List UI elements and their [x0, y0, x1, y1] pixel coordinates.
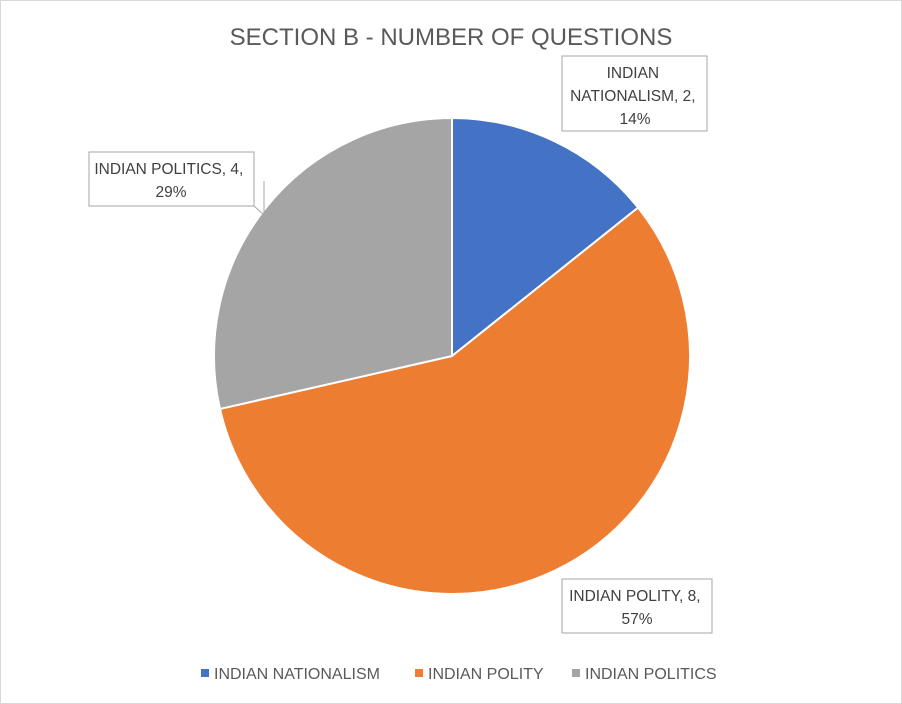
data-label-text-indian-polity: INDIAN POLITY, 8, 57%: [569, 588, 705, 628]
data-label-indian-politics: INDIAN POLITICS, 4, 29%: [88, 151, 265, 217]
data-label-text-indian-nationalism: INDIAN NATIONALISM, 2, 14%: [570, 65, 700, 128]
legend-label-indian-nationalism: INDIAN NATIONALISM: [214, 666, 380, 683]
legend-label-indian-polity: INDIAN POLITY: [428, 666, 544, 683]
data-label-line: INDIAN: [607, 65, 660, 82]
data-label-line: 57%: [621, 611, 652, 628]
data-label-indian-nationalism: INDIAN NATIONALISM, 2, 14%: [561, 55, 708, 132]
data-label-line: 14%: [619, 111, 650, 128]
pie-slices: [213, 116, 691, 595]
legend-swatch-indian-politics: [572, 669, 580, 677]
legend-swatch-indian-polity: [415, 669, 423, 677]
pie-slice-indian-nationalism: [451, 116, 640, 359]
data-label-text-indian-politics: INDIAN POLITICS, 4, 29%: [94, 161, 247, 201]
data-label-line: INDIAN POLITY, 8,: [569, 588, 701, 605]
leader-line-indian-politics: [253, 181, 265, 217]
legend: INDIAN NATIONALISM INDIAN POLITY INDIAN …: [201, 666, 717, 683]
data-label-indian-polity: INDIAN POLITY, 8, 57%: [561, 578, 713, 634]
data-label-line: 29%: [155, 184, 186, 201]
pie-slice-indian-politics: [213, 116, 453, 411]
callout-box-indian-polity: [561, 578, 713, 634]
legend-label-indian-politics: INDIAN POLITICS: [585, 666, 717, 683]
pie-slice-indian-polity: [218, 206, 691, 595]
data-label-line: INDIAN POLITICS, 4,: [94, 161, 243, 178]
legend-swatch-indian-nationalism: [201, 669, 209, 677]
callout-box-indian-nationalism: [561, 55, 708, 132]
data-label-line: NATIONALISM, 2,: [570, 88, 695, 105]
chart-title: SECTION B - NUMBER OF QUESTIONS: [230, 24, 673, 51]
callout-box-indian-politics: [88, 151, 255, 207]
